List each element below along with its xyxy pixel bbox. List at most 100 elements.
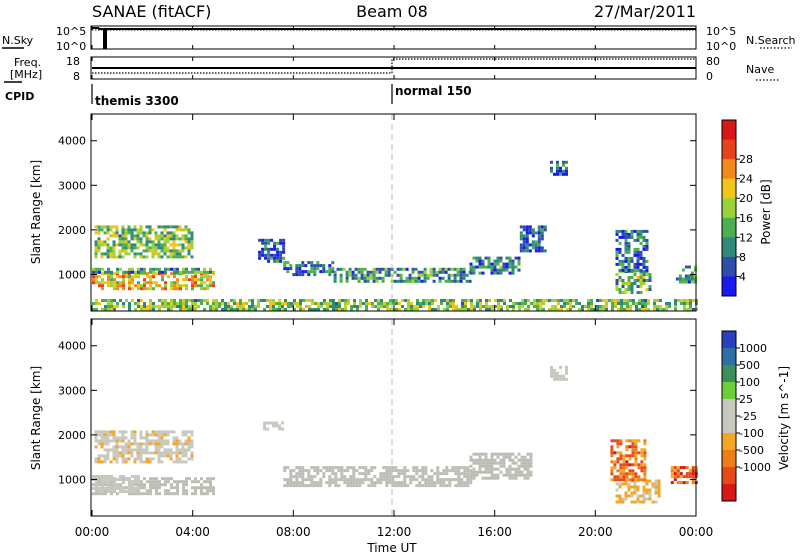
- data-cell: [179, 305, 182, 308]
- data-cell: [529, 473, 533, 477]
- data-cell: [537, 243, 541, 247]
- data-cell: [278, 302, 281, 305]
- data-cell: [310, 264, 314, 268]
- data-cell: [151, 451, 155, 455]
- data-cell: [169, 454, 173, 458]
- data-cell: [563, 305, 566, 308]
- data-cell: [298, 472, 302, 476]
- data-cell: [551, 299, 554, 302]
- data-cell: [104, 299, 107, 302]
- data-cell: [295, 466, 299, 470]
- data-cell: [94, 243, 98, 247]
- data-cell: [438, 279, 442, 283]
- data-cell: [416, 299, 419, 302]
- data-cell: [643, 478, 647, 482]
- data-cell: [635, 308, 638, 311]
- data-cell: [113, 281, 116, 285]
- data-cell: [279, 253, 283, 257]
- data-cell: [370, 484, 374, 488]
- data-cell: [248, 305, 251, 308]
- data-cell: [681, 280, 685, 284]
- data-cell: [283, 478, 287, 482]
- data-cell: [264, 244, 268, 248]
- data-cell: [131, 267, 134, 271]
- data-cell: [502, 461, 506, 465]
- data-cell: [633, 500, 637, 504]
- data-cell: [323, 308, 326, 311]
- data-cell: [481, 262, 485, 266]
- data-cell: [218, 305, 221, 308]
- colorbar-tick-label: 12: [739, 231, 753, 244]
- data-cell: [380, 299, 383, 302]
- data-cell: [134, 475, 137, 478]
- data-cell: [493, 452, 497, 456]
- data-cell: [396, 267, 400, 271]
- data-cell: [340, 478, 344, 482]
- data-cell: [101, 478, 104, 481]
- data-cell: [524, 308, 527, 311]
- data-cell: [301, 484, 305, 488]
- data-cell: [403, 478, 407, 482]
- data-cell: [151, 252, 155, 256]
- data-cell: [525, 246, 529, 250]
- data-cell: [487, 464, 491, 468]
- data-cell: [184, 430, 188, 434]
- data-cell: [460, 466, 464, 470]
- data-cell: [381, 267, 385, 271]
- data-cell: [421, 478, 425, 482]
- data-cell: [242, 302, 245, 305]
- data-cell: [645, 238, 649, 242]
- data-cell: [130, 451, 134, 455]
- data-cell: [610, 469, 614, 473]
- data-cell: [487, 259, 491, 263]
- freq-tick-left-bottom: 8: [73, 70, 80, 83]
- data-cell: [176, 287, 179, 291]
- data-cell: [381, 279, 385, 283]
- data-cell: [562, 163, 565, 167]
- colorbar-tick-label: 1000: [739, 342, 767, 355]
- data-cell: [179, 287, 182, 291]
- data-cell: [373, 484, 377, 488]
- data-cell: [154, 231, 158, 235]
- data-cell: [505, 470, 509, 474]
- data-cell: [333, 279, 337, 283]
- data-cell: [531, 246, 535, 250]
- data-cell: [104, 475, 107, 478]
- data-cell: [121, 445, 125, 449]
- data-cell: [639, 256, 643, 260]
- data-cell: [182, 267, 185, 271]
- data-cell: [441, 270, 445, 274]
- data-cell: [273, 244, 277, 248]
- data-cell: [633, 273, 637, 276]
- data-cell: [560, 308, 563, 311]
- data-cell: [173, 284, 176, 288]
- data-cell: [454, 472, 458, 476]
- data-cell: [151, 439, 155, 443]
- data-cell: [520, 464, 524, 468]
- data-cell: [289, 478, 293, 482]
- data-cell: [116, 267, 119, 271]
- data-cell: [266, 299, 269, 302]
- data-cell: [353, 305, 356, 308]
- data-cell: [621, 279, 625, 282]
- data-cell: [286, 484, 290, 488]
- data-cell: [683, 308, 686, 311]
- data-cell: [640, 466, 644, 470]
- data-cell: [307, 270, 311, 274]
- data-cell: [106, 246, 110, 250]
- data-cell: [170, 486, 173, 490]
- data-cell: [523, 464, 527, 468]
- data-cell: [95, 481, 98, 484]
- data-cell: [151, 228, 155, 232]
- data-cell: [100, 228, 104, 232]
- data-cell: [526, 476, 530, 480]
- data-cell: [365, 308, 368, 311]
- data-cell: [258, 256, 262, 260]
- data-cell: [92, 281, 95, 285]
- data-cell: [643, 457, 647, 461]
- data-cell: [367, 484, 371, 488]
- data-cell: [328, 273, 332, 277]
- data-cell: [511, 452, 515, 456]
- data-cell: [194, 308, 197, 311]
- data-cell: [97, 240, 101, 244]
